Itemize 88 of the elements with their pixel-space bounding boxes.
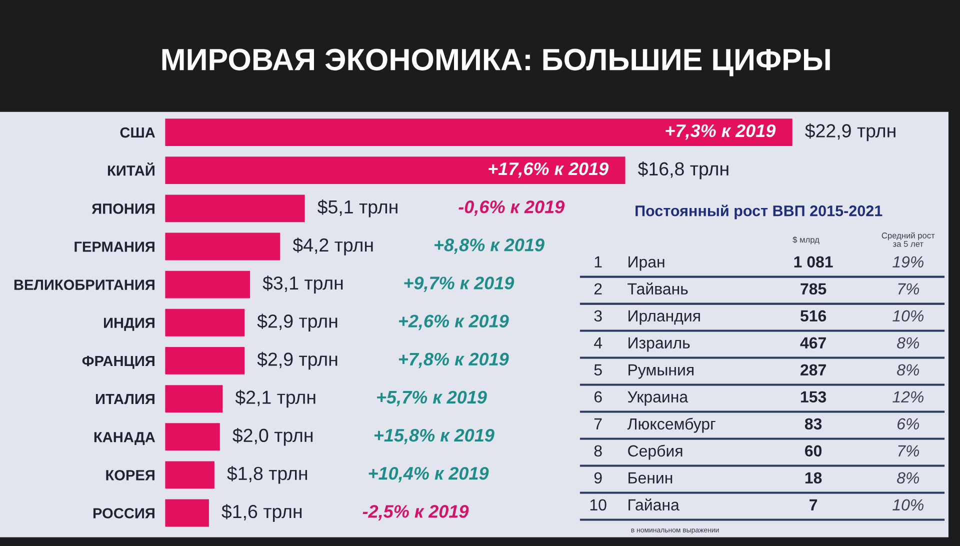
data-label: 10% [892, 499, 924, 511]
data-label: $3,1 трлн [262, 276, 343, 294]
annotation: +2,6% к 2019 [398, 314, 509, 330]
y-tick-label: ГЕРМАНИЯ [74, 242, 154, 252]
data-label: 4 [594, 337, 602, 348]
chart-title: МИРОВАЯ ЭКОНОМИКА: БОЛЬШИЕ ЦИФРЫ [162, 48, 830, 76]
data-label: $2,1 трлн [235, 390, 316, 408]
data-label: 18 [805, 472, 822, 484]
bar [165, 499, 209, 527]
y-tick-label: ФРАНЦИЯ [82, 356, 154, 369]
category-label: Ирландия [628, 310, 700, 325]
data-label: 12% [892, 391, 924, 402]
bar [165, 232, 280, 260]
annotation: +15,8% к 2019 [374, 428, 494, 444]
y-tick-label: КОРЕЯ [106, 470, 154, 480]
data-label: $1,6 трлн [222, 504, 302, 522]
annotation: +7,3% к 2019 [666, 124, 776, 140]
data-label: 8% [897, 337, 920, 349]
data-label: 3 [594, 310, 602, 322]
y-tick-label: ИНДИЯ [104, 318, 154, 331]
data-label: 7% [898, 283, 920, 294]
y-tick-label: РОССИЯ [93, 508, 154, 518]
annotation: +10,4% к 2019 [368, 466, 489, 482]
data-label: 7 [594, 418, 602, 430]
category-label: Люксембург [627, 418, 716, 433]
category-label: Израиль [628, 337, 690, 352]
annotation: +7,8% к 2019 [398, 352, 509, 368]
data-label: $2,0 трлн [232, 428, 312, 446]
data-label: 9 [594, 472, 602, 484]
data-label: 7 [810, 499, 818, 510]
data-label: 2 [594, 283, 602, 294]
data-label: 19% [892, 256, 924, 268]
data-label: $16,8 трлн [638, 161, 728, 180]
data-label: 467 [800, 337, 826, 349]
data-label: 60 [805, 445, 822, 457]
bar [165, 308, 245, 336]
category-label: Гайана [628, 498, 680, 511]
data-label: 83 [804, 418, 822, 430]
bar [165, 270, 250, 298]
data-label: $2,9 трлн [257, 314, 338, 332]
y-tick-label: КИТАЙ [108, 162, 154, 176]
bar [165, 194, 305, 222]
category-label: Украина [628, 391, 688, 406]
data-label: 516 [800, 310, 826, 322]
annotation: +9,7% к 2019 [404, 276, 514, 292]
y-tick-label: ЯПОНИЯ [92, 204, 154, 214]
category-label: Сербия [628, 444, 682, 460]
data-label: 10 [590, 499, 606, 511]
data-label: $22,9 трлн [805, 123, 896, 142]
bar [165, 346, 245, 374]
annotation: -0,6% к 2019 [458, 200, 565, 216]
data-label: 6% [898, 418, 920, 430]
annotation: +17,6% к 2019 [488, 162, 609, 178]
data-label: 10% [892, 310, 924, 322]
category-label: Бенин [628, 472, 672, 484]
bar [165, 385, 223, 412]
y-tick-label: США [120, 127, 156, 138]
bar [165, 423, 220, 451]
annotation: +8,8% к 2019 [434, 238, 544, 254]
annotation: -2,5% к 2019 [362, 505, 469, 520]
data-label: 8 [594, 445, 602, 457]
data-label: 8% [897, 472, 920, 484]
text: Средний рост за 5 лет [882, 232, 935, 247]
y-tick-label: ВЕЛИКОБРИТАНИЯ [14, 280, 154, 290]
text: Постоянный рост ВВП 2015-2021 [636, 204, 882, 220]
data-label: $1,8 трлн [227, 466, 308, 484]
data-label: $5,1 трлн [318, 200, 398, 218]
y-tick-label: ИТАЛИЯ [96, 394, 154, 404]
data-label: 7% [898, 445, 920, 456]
data-label: $2,9 трлн [257, 352, 338, 370]
annotation: +5,7% к 2019 [377, 390, 487, 406]
text: $ млрд [792, 236, 820, 244]
category-label: Румыния [628, 364, 694, 379]
data-label: $4,2 трлн [292, 238, 373, 256]
data-label: 1 [594, 256, 602, 268]
data-label: 287 [800, 364, 826, 376]
y-tick-label: КАНАДА [94, 432, 156, 446]
data-label: 1 081 [794, 256, 833, 268]
data-label: 8% [897, 364, 920, 376]
bar [165, 118, 792, 146]
data-label: 5 [594, 364, 602, 376]
category-label: Иран [628, 256, 664, 271]
data-label: 6 [594, 391, 602, 403]
category-label: Тайвань [628, 282, 688, 295]
data-label: 153 [800, 391, 826, 403]
bar [165, 156, 626, 184]
bar [165, 461, 214, 489]
data-label: 785 [800, 283, 826, 295]
